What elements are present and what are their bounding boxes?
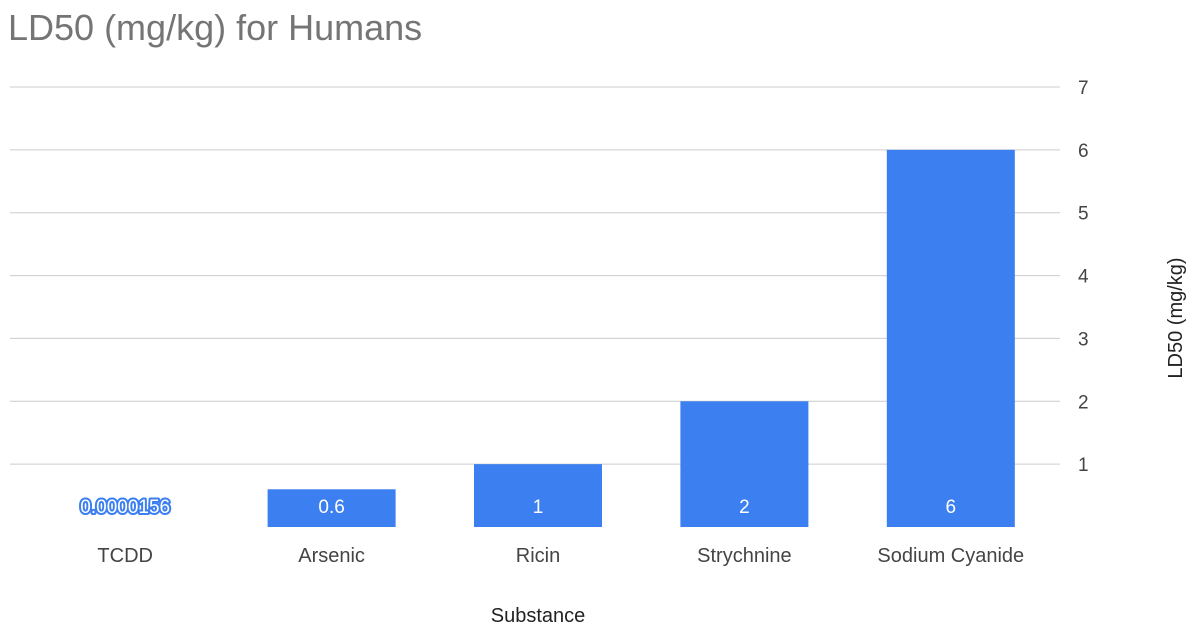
y-axis-ticks: 1 2 3 4 5 6 7 bbox=[1078, 78, 1089, 476]
bar-sodium-cyanide bbox=[886, 149, 1015, 527]
y-tick-label: 4 bbox=[1078, 267, 1089, 288]
data-label: 2 bbox=[739, 497, 750, 518]
data-label: 1 bbox=[533, 497, 544, 518]
bars bbox=[267, 149, 1015, 527]
x-tick-label: Arsenic bbox=[298, 545, 365, 567]
y-tick-label: 3 bbox=[1078, 329, 1089, 350]
x-tick-label: Sodium Cyanide bbox=[877, 545, 1024, 567]
data-label: 0.0000156 bbox=[80, 497, 170, 518]
gridlines bbox=[10, 86, 1060, 465]
data-label: 6 bbox=[946, 497, 957, 518]
y-tick-label: 6 bbox=[1078, 141, 1089, 162]
x-tick-label: Strychnine bbox=[697, 545, 792, 567]
y-axis-title: LD50 (mg/kg) bbox=[1165, 257, 1187, 378]
y-tick-label: 7 bbox=[1078, 78, 1089, 99]
x-tick-label: Ricin bbox=[516, 545, 560, 567]
x-tick-label: TCDD bbox=[97, 545, 153, 567]
y-tick-label: 2 bbox=[1078, 392, 1089, 413]
y-tick-label: 1 bbox=[1078, 455, 1089, 476]
x-axis-title: Substance bbox=[491, 605, 586, 627]
y-tick-label: 5 bbox=[1078, 204, 1089, 225]
x-axis-ticks: TCDD Arsenic Ricin Strychnine Sodium Cyanide bbox=[97, 545, 1024, 567]
bar-strychnine bbox=[680, 401, 809, 527]
data-labels: 0.0000156 0.6 1 2 6 bbox=[78, 495, 957, 520]
data-label: 0.6 bbox=[318, 497, 344, 518]
bar-arsenic bbox=[267, 489, 396, 527]
chart-title: LD50 (mg/kg) for Humans bbox=[8, 7, 422, 48]
bar-ricin bbox=[474, 464, 602, 527]
